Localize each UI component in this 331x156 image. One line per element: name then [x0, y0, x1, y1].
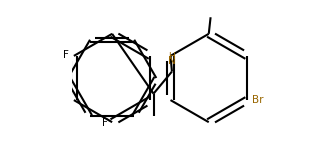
Text: Br: Br — [252, 95, 263, 105]
Text: F: F — [64, 50, 69, 60]
Text: H: H — [168, 51, 175, 61]
Text: N: N — [168, 56, 176, 66]
Text: F: F — [102, 118, 108, 128]
